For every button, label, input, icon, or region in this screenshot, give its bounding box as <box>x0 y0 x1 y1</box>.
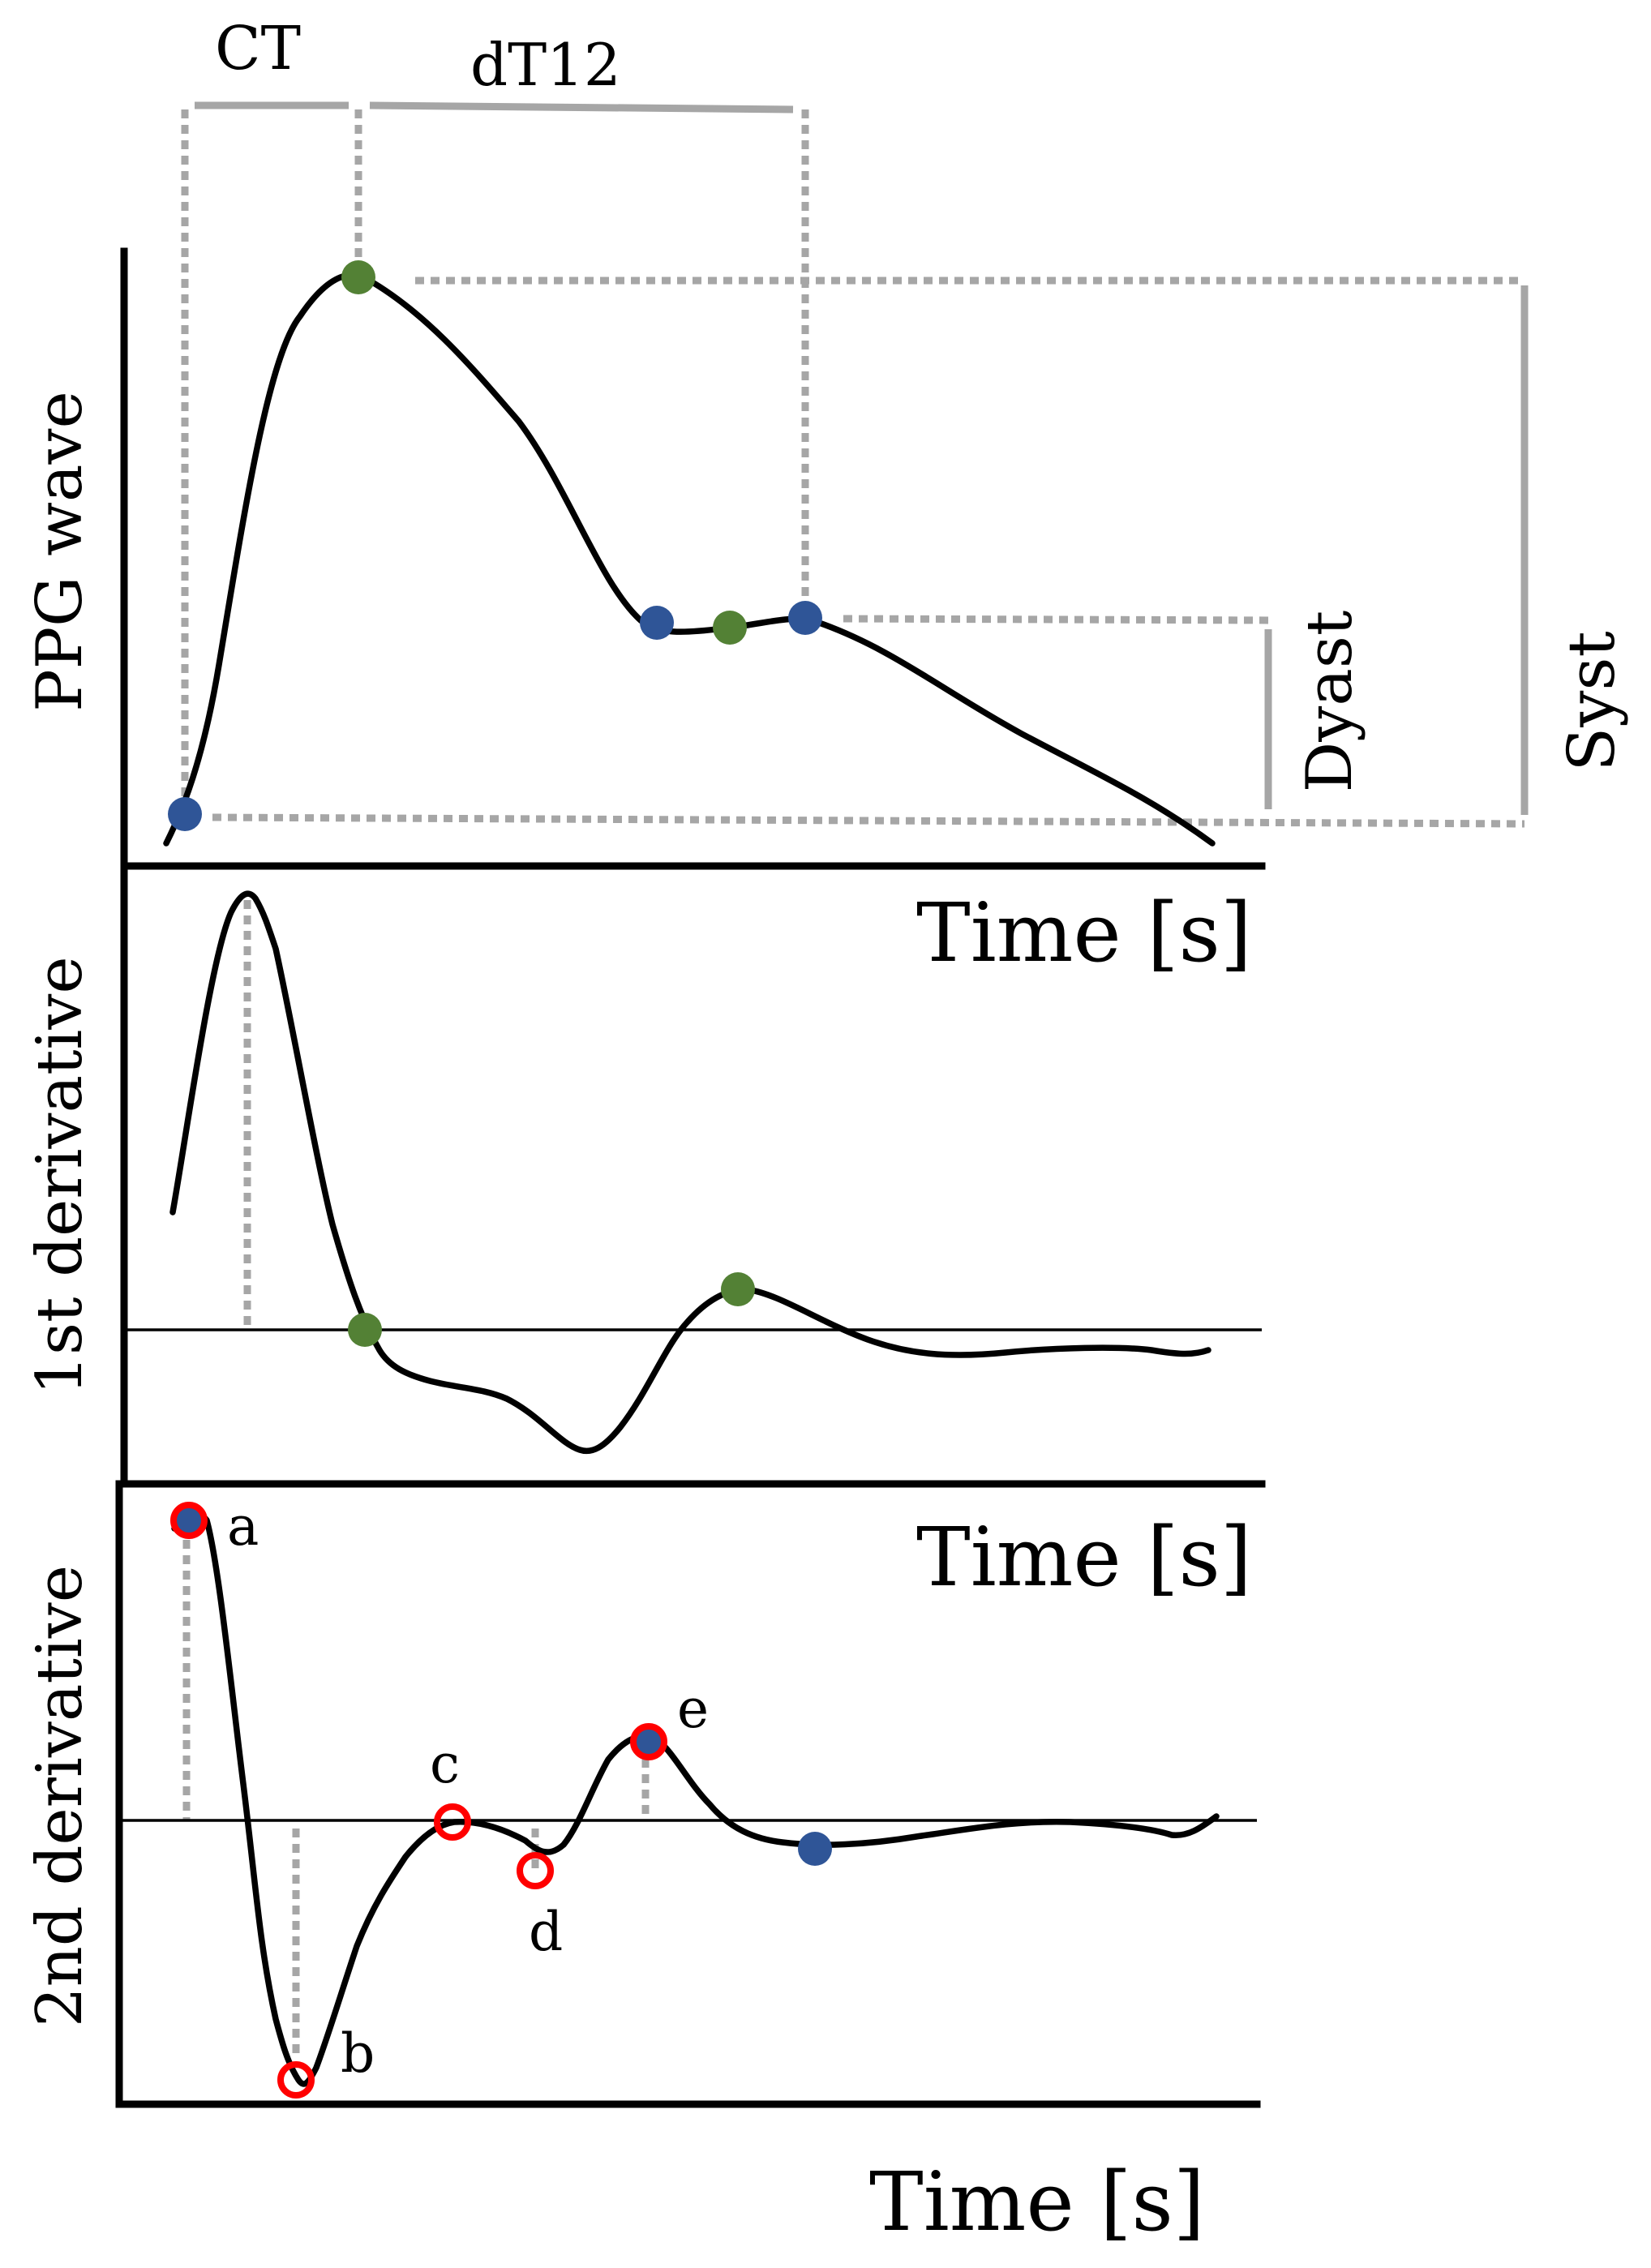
ppg-systolic-peak-point <box>341 260 375 294</box>
labels: CT dT12 PPG wave 1st derivative 2nd deri… <box>24 14 1629 2249</box>
ct-label: CT <box>215 14 301 84</box>
d1-secondary-peak-point <box>721 1272 755 1306</box>
d1-zero-crossing-point <box>348 1313 382 1347</box>
point-a-fill <box>175 1507 203 1534</box>
fiducial-points <box>168 260 832 2099</box>
ppg-onset-point <box>168 797 202 831</box>
point-a-ring <box>170 1502 208 1539</box>
dyast-top-guide <box>843 615 1274 624</box>
point-d-label: d <box>529 1901 563 1963</box>
first-derivative-curve <box>169 890 1211 1455</box>
guide-lines <box>181 101 1529 2060</box>
point-b-label: b <box>341 2022 375 2085</box>
point-a-label: a <box>227 1495 259 1558</box>
point-e-label: e <box>677 1678 709 1740</box>
d2-xlabel: Time [s] <box>869 2154 1205 2249</box>
axes <box>115 247 1266 2108</box>
dt12-label: dT12 <box>470 31 621 99</box>
dyast-label: Dyast <box>1293 611 1366 792</box>
ppg-curve <box>163 272 1216 847</box>
point-c-ring <box>434 1803 471 1841</box>
ppg-xlabel: Time [s] <box>916 885 1252 980</box>
d2-ylabel: 2nd derivative <box>24 1565 96 2027</box>
point-e-ring <box>630 1723 667 1760</box>
second-derivative-curve <box>171 1510 1220 2087</box>
baseline-guide <box>212 813 1525 828</box>
ppg-diastolic-peak-point <box>788 601 822 635</box>
syst-label: Syst <box>1554 631 1629 771</box>
point-c-label: c <box>430 1733 460 1795</box>
d1-ylabel: 1st derivative <box>24 956 96 1395</box>
curves <box>163 272 1220 2087</box>
point-b-ring <box>277 2061 315 2099</box>
point-e-fill <box>635 1728 663 1756</box>
ppg-ylabel: PPG wave <box>24 391 96 712</box>
dt12-bracket <box>369 101 794 114</box>
ppg-inflection-point <box>713 611 747 645</box>
point-d-ring <box>517 1852 554 1889</box>
d2-end-point <box>798 1832 832 1866</box>
ppg-notch-point <box>640 606 674 640</box>
d1-xlabel: Time [s] <box>916 1510 1252 1605</box>
